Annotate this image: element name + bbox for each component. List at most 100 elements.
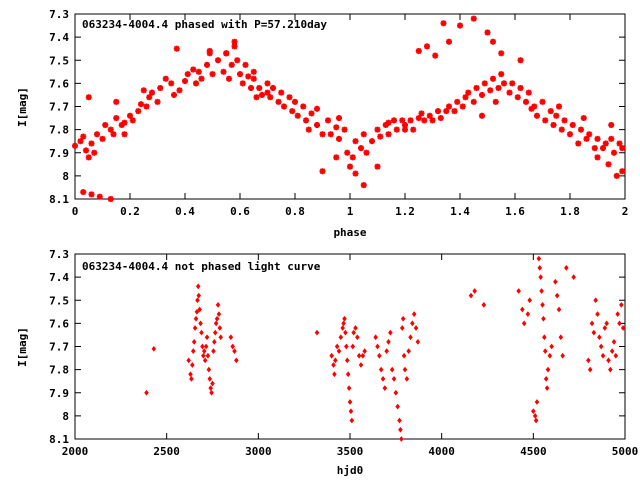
phased-y-tick-label: 7.9 (49, 147, 69, 160)
data-point (300, 103, 307, 110)
data-point (516, 288, 521, 294)
data-point (468, 292, 474, 299)
data-point (619, 168, 626, 175)
data-point (344, 357, 350, 364)
unphased-y-axis-label: I[mag] (16, 327, 29, 367)
data-point (138, 101, 144, 108)
data-point (347, 399, 353, 405)
unphased-x-tick-label: 5000 (612, 445, 639, 458)
data-point (218, 334, 224, 341)
data-point (525, 89, 532, 96)
data-point (391, 117, 397, 124)
data-point (498, 71, 505, 78)
data-point (435, 108, 441, 115)
data-point (374, 163, 381, 170)
data-point (537, 265, 543, 271)
data-point (487, 87, 494, 94)
phased-x-tick-label: 1.4 (450, 205, 470, 218)
data-point (501, 80, 507, 87)
data-point (195, 297, 200, 304)
data-point (88, 140, 95, 147)
data-point (385, 131, 392, 138)
data-point (85, 154, 92, 161)
data-point (465, 89, 472, 96)
data-point (561, 117, 568, 124)
data-point (336, 115, 342, 122)
data-point (228, 61, 235, 68)
data-point (571, 274, 576, 280)
data-point (429, 117, 436, 124)
data-point (558, 126, 565, 133)
data-point (127, 112, 133, 119)
data-point (358, 362, 364, 368)
data-point (286, 94, 293, 101)
data-point (107, 126, 114, 133)
data-point (369, 138, 375, 145)
data-point (543, 376, 549, 382)
data-point (397, 417, 402, 424)
data-point (547, 352, 553, 359)
data-point (609, 348, 615, 354)
data-point (457, 22, 463, 29)
data-point (355, 334, 360, 341)
data-point (451, 108, 458, 115)
data-point (237, 71, 243, 78)
data-point (564, 265, 569, 271)
data-point (253, 94, 260, 101)
data-point (360, 182, 367, 189)
data-point (248, 85, 254, 91)
data-point (393, 126, 400, 133)
phased-y-tick-label: 8.1 (49, 193, 69, 206)
data-point (319, 131, 326, 138)
data-point (194, 308, 200, 315)
data-point (245, 73, 252, 80)
data-point (267, 94, 274, 101)
data-point (479, 112, 485, 119)
data-point (558, 334, 564, 341)
phased-y-tick-label: 7.6 (49, 77, 69, 90)
data-point (532, 413, 538, 419)
phased-data-points (72, 15, 626, 202)
data-point (190, 66, 197, 73)
data-point (415, 115, 422, 122)
data-point (193, 80, 199, 87)
data-point (314, 122, 320, 128)
data-point (197, 306, 202, 313)
data-point (619, 302, 624, 308)
data-point (509, 80, 516, 87)
data-point (395, 403, 400, 410)
phased-x-tick-label: 0.2 (120, 205, 140, 218)
data-point (351, 329, 356, 336)
data-point (402, 366, 408, 373)
data-point (542, 348, 548, 354)
phased-x-tick-label: 1.8 (560, 205, 580, 218)
data-point (597, 334, 602, 341)
data-point (410, 126, 417, 133)
data-point (206, 50, 213, 57)
unphased-y-tick-label: 7.4 (49, 271, 69, 284)
data-point (363, 149, 370, 156)
unphased-x-tick-label: 4500 (520, 445, 547, 458)
data-point (210, 380, 215, 387)
data-point (209, 389, 214, 396)
data-point (605, 161, 612, 168)
data-point (340, 325, 345, 331)
data-point (211, 348, 216, 354)
data-point (615, 311, 620, 317)
data-point (398, 426, 403, 433)
data-point (378, 366, 384, 373)
data-point (144, 389, 149, 396)
data-point (521, 320, 527, 327)
unphased-y-tick-label: 7.8 (49, 364, 69, 377)
data-point (88, 191, 95, 198)
data-point (190, 362, 195, 368)
data-point (484, 29, 491, 36)
data-point (72, 142, 78, 149)
data-point (534, 399, 540, 405)
data-point (600, 352, 606, 359)
data-point (525, 311, 531, 317)
data-point (77, 138, 84, 145)
data-point (333, 154, 340, 161)
data-point (380, 376, 386, 382)
